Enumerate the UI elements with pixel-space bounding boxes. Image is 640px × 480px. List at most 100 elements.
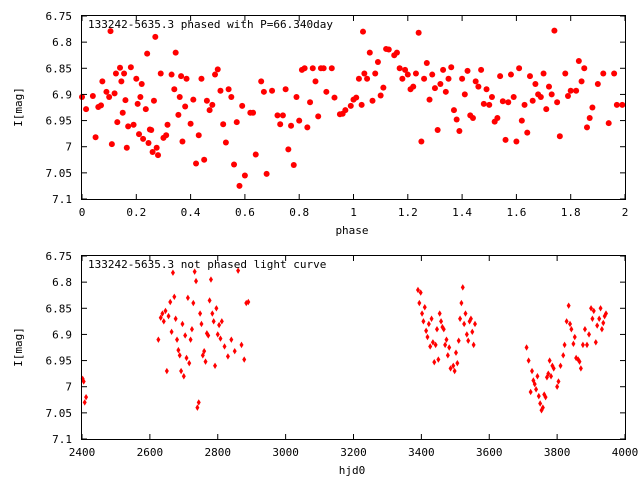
phased-data-point xyxy=(304,124,311,131)
phased-data-point xyxy=(187,120,194,127)
unphased-data-point xyxy=(566,302,571,309)
phased-data-point xyxy=(412,70,419,77)
unphased-x-axis-label: hjd0 xyxy=(339,464,366,477)
unphased-data-point xyxy=(232,347,237,355)
phased-data-point xyxy=(440,66,447,73)
phased-data-point xyxy=(524,129,531,136)
unphased-y-axis: 6.75 6.8 6.85 6.9 6.95 7 7.05 7.1 xyxy=(46,250,625,446)
unphased-data-point xyxy=(217,321,222,329)
unphased-data-point xyxy=(246,298,251,306)
unphased-data-point xyxy=(587,331,592,338)
phased-data-point xyxy=(586,114,593,121)
unphased-data-point xyxy=(84,393,89,401)
unphased-x-tick-label: 3600 xyxy=(476,446,503,459)
phased-data-point xyxy=(112,70,119,77)
unphased-data-point xyxy=(424,327,429,334)
phased-data-point xyxy=(505,99,512,106)
phased-data-point xyxy=(277,121,284,128)
unphased-data-point xyxy=(448,365,453,372)
unphased-data-point xyxy=(530,367,535,375)
phased-data-point xyxy=(149,148,156,155)
phased-data-point xyxy=(89,92,96,99)
phased-y-tick-label: 7.1 xyxy=(52,193,72,206)
unphased-data-point xyxy=(202,347,207,355)
phased-data-point xyxy=(393,49,400,56)
phased-data-point xyxy=(437,80,444,87)
phased-data-point xyxy=(252,151,259,158)
phased-data-point xyxy=(478,66,485,73)
phased-data-point xyxy=(396,65,403,72)
unphased-data-point xyxy=(207,297,212,304)
unphased-x-tick-label: 3400 xyxy=(408,446,435,459)
phased-data-point xyxy=(111,90,118,97)
unphased-data-point xyxy=(196,399,201,406)
unphased-data-point xyxy=(571,340,576,348)
phased-data-point xyxy=(372,70,379,77)
phased-data-point xyxy=(217,87,224,94)
unphased-data-point xyxy=(447,344,452,351)
phased-data-point xyxy=(285,146,292,153)
unphased-data-point xyxy=(177,352,182,359)
phased-data-point xyxy=(312,78,319,85)
phased-data-point xyxy=(137,94,144,101)
phased-data-point xyxy=(358,101,365,108)
unphased-y-tick-label: 7 xyxy=(65,381,72,394)
phased-data-point xyxy=(532,80,539,87)
unphased-y-tick-label: 7.1 xyxy=(52,433,72,446)
unphased-data-point xyxy=(421,318,426,325)
phased-data-point xyxy=(222,139,229,146)
unphased-data-point xyxy=(428,343,433,350)
unphased-data-point xyxy=(445,352,450,359)
unphased-data-point xyxy=(535,373,540,380)
unphased-data-point xyxy=(562,341,567,349)
unphased-data-point xyxy=(184,354,189,362)
phased-data-point xyxy=(374,59,381,66)
phased-x-tick-label: 1.4 xyxy=(452,206,472,219)
phased-data-point xyxy=(198,75,205,82)
phased-data-point xyxy=(583,124,590,131)
phased-x-tick-label: 0.6 xyxy=(235,206,255,219)
unphased-data-point xyxy=(593,339,598,346)
unphased-data-point xyxy=(463,310,468,317)
unphased-data-point xyxy=(81,378,86,385)
phased-data-point xyxy=(518,117,525,124)
phased-data-point xyxy=(516,65,523,72)
unphased-data-point xyxy=(195,404,200,411)
phased-data-point xyxy=(157,70,164,77)
phased-data-point xyxy=(513,138,520,145)
unphased-data-point xyxy=(218,335,223,342)
unphased-data-point xyxy=(451,362,456,369)
phased-data-point xyxy=(456,128,463,135)
phased-data-point xyxy=(260,88,267,95)
unphased-x-tick-label: 3200 xyxy=(340,446,367,459)
phased-data-point xyxy=(472,78,479,85)
phased-data-point xyxy=(134,100,141,107)
unphased-data-point xyxy=(198,310,203,317)
unphased-data-point xyxy=(437,310,442,317)
phased-data-point xyxy=(448,64,455,71)
phased-data-point xyxy=(423,60,430,67)
unphased-y-axis-label: I[mag] xyxy=(12,327,25,367)
unphased-data-point xyxy=(176,346,181,354)
phased-data-point xyxy=(402,66,409,73)
unphased-data-point xyxy=(460,284,465,291)
unphased-data-point xyxy=(572,333,577,341)
phased-data-point xyxy=(148,126,155,133)
phased-y-tick-label: 6.8 xyxy=(52,36,72,49)
unphased-data-point xyxy=(203,358,208,365)
unphased-data-point xyxy=(599,326,604,333)
unphased-data-point xyxy=(532,380,537,388)
unphased-data-point xyxy=(582,326,587,333)
unphased-data-point xyxy=(194,277,199,285)
phased-data-point xyxy=(108,141,115,148)
phased-data-point xyxy=(214,66,221,73)
phased-data-point xyxy=(133,75,140,82)
unphased-data-point xyxy=(546,370,551,377)
unphased-y-tick-label: 6.85 xyxy=(46,302,73,315)
phased-data-point xyxy=(494,114,501,121)
phased-data-point xyxy=(153,144,160,151)
unphased-data-point xyxy=(173,315,178,322)
phased-data-point xyxy=(206,107,213,114)
unphased-data-point xyxy=(564,318,569,325)
phased-data-point xyxy=(347,102,354,109)
